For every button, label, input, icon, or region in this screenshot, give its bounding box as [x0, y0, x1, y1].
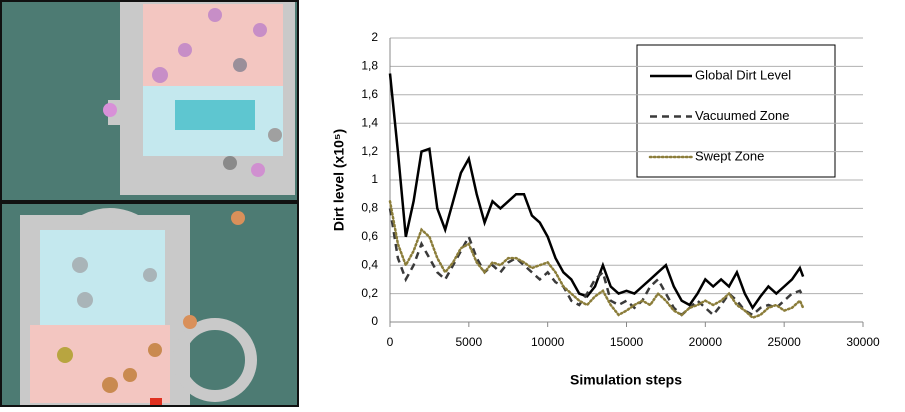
- x-tick-label: 0: [387, 335, 394, 349]
- y-tick-label: 0,2: [361, 286, 378, 300]
- y-tick-label: 2: [371, 30, 378, 44]
- simulation-bottom: [0, 203, 298, 407]
- x-tick-label: 15000: [610, 335, 644, 349]
- x-tick-label: 25000: [767, 335, 801, 349]
- y-tick-label: 0,4: [361, 257, 378, 271]
- x-tick-label: 5000: [455, 335, 482, 349]
- y-tick-label: 1,2: [361, 144, 378, 158]
- y-tick-label: 1,6: [361, 87, 378, 101]
- series-line: [390, 201, 803, 317]
- legend-label: Global Dirt Level: [695, 67, 791, 82]
- y-tick-label: 0: [371, 314, 378, 328]
- y-axis-title: Dirt level (x10⁵): [331, 129, 347, 231]
- y-tick-label: 1: [371, 172, 378, 186]
- legend-label: Swept Zone: [695, 148, 764, 163]
- x-tick-label: 30000: [846, 335, 880, 349]
- legend-label: Vacuumed Zone: [695, 108, 789, 123]
- series-line: [390, 208, 803, 315]
- figure: Simulation steps Dirt level (x10⁵) 0 0,2 0…: [0, 0, 905, 407]
- x-tick-label: 10000: [531, 335, 565, 349]
- x-tick-label: 20000: [689, 335, 723, 349]
- y-tick-label: 0,8: [361, 201, 378, 215]
- y-tick-label: 1,4: [361, 115, 378, 129]
- y-tick-label: 1,8: [361, 59, 378, 73]
- x-axis-title: Simulation steps: [570, 372, 682, 388]
- simulation-top: [0, 0, 298, 201]
- y-tick-label: 0,6: [361, 229, 378, 243]
